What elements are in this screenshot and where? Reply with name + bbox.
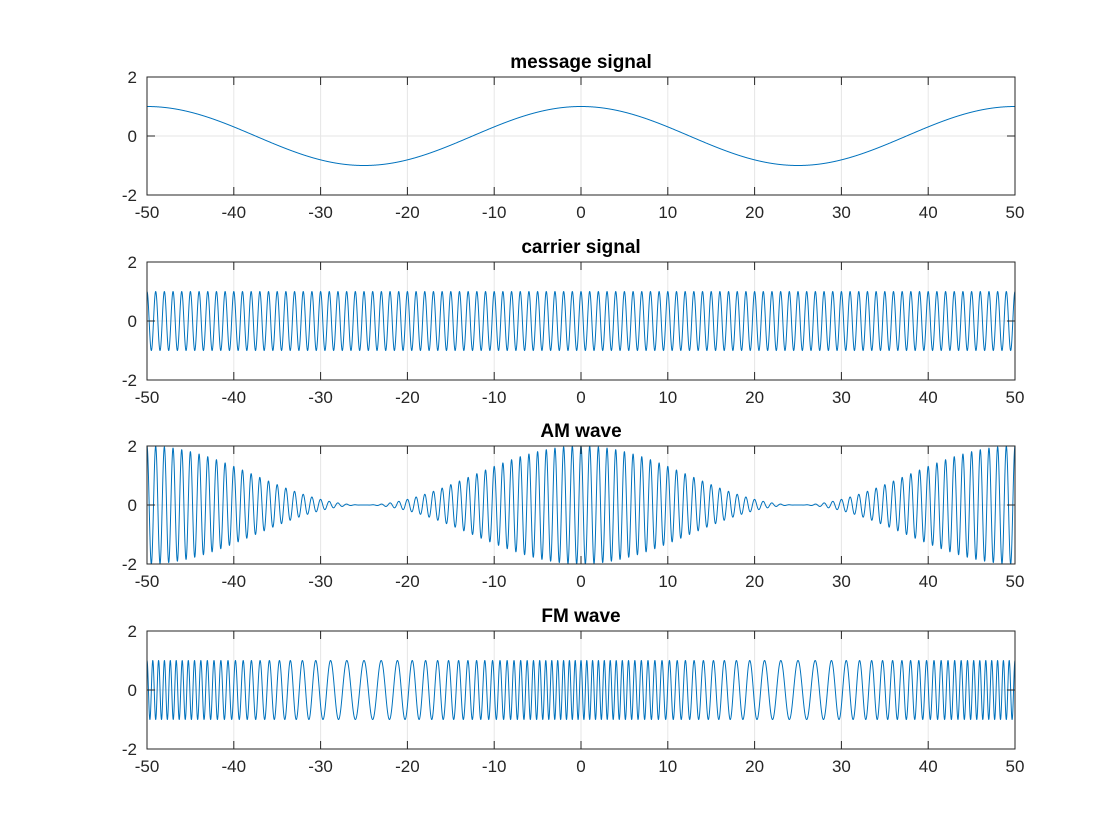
x-tick-label: 0 (576, 572, 585, 591)
x-tick-label: -20 (395, 388, 420, 407)
x-tick-label: -10 (482, 572, 507, 591)
y-tick-label: -2 (122, 740, 137, 759)
y-tick-label: 0 (128, 312, 137, 331)
x-tick-label: 0 (576, 203, 585, 222)
x-tick-label: 20 (745, 757, 764, 776)
subplot-title: carrier signal (521, 237, 640, 258)
x-tick-label: -20 (395, 757, 420, 776)
y-tick-label: 0 (128, 127, 137, 146)
x-tick-label: -10 (482, 757, 507, 776)
y-tick-label: -2 (122, 186, 137, 205)
x-tick-label: -20 (395, 203, 420, 222)
x-tick-label: -10 (482, 203, 507, 222)
x-tick-label: 50 (1006, 203, 1025, 222)
x-tick-label: -50 (135, 757, 160, 776)
subplot-title: FM wave (541, 606, 620, 627)
x-tick-label: 0 (576, 388, 585, 407)
y-tick-label: 2 (128, 253, 137, 272)
x-tick-label: -30 (308, 572, 333, 591)
y-tick-label: 0 (128, 496, 137, 515)
series-line-1 (147, 106, 1015, 166)
series-line-1 (147, 660, 1015, 720)
x-tick-label: 40 (919, 572, 938, 591)
x-tick-label: 20 (745, 203, 764, 222)
x-tick-label: 40 (919, 388, 938, 407)
series-line-1 (147, 291, 1015, 351)
x-tick-label: 0 (576, 757, 585, 776)
x-tick-label: -50 (135, 572, 160, 591)
y-tick-label: 2 (128, 437, 137, 456)
x-tick-label: 20 (745, 572, 764, 591)
x-tick-label: 10 (658, 757, 677, 776)
y-tick-label: 2 (128, 622, 137, 641)
x-tick-label: -20 (395, 572, 420, 591)
x-tick-label: -30 (308, 203, 333, 222)
x-tick-label: -50 (135, 388, 160, 407)
x-tick-label: 40 (919, 203, 938, 222)
y-tick-label: 2 (128, 68, 137, 87)
x-tick-label: 20 (745, 388, 764, 407)
y-tick-label: -2 (122, 371, 137, 390)
x-tick-label: -10 (482, 388, 507, 407)
x-tick-label: -30 (308, 757, 333, 776)
x-tick-label: -30 (308, 388, 333, 407)
x-tick-label: 10 (658, 572, 677, 591)
x-tick-label: 50 (1006, 388, 1025, 407)
x-tick-label: 50 (1006, 757, 1025, 776)
x-tick-label: 30 (832, 203, 851, 222)
x-tick-label: -40 (222, 203, 247, 222)
x-tick-label: 30 (832, 572, 851, 591)
x-tick-label: 30 (832, 757, 851, 776)
x-tick-label: -50 (135, 203, 160, 222)
x-tick-label: 50 (1006, 572, 1025, 591)
x-tick-label: 30 (832, 388, 851, 407)
x-tick-label: -40 (222, 572, 247, 591)
x-tick-label: 10 (658, 203, 677, 222)
x-tick-label: -40 (222, 757, 247, 776)
x-tick-label: 10 (658, 388, 677, 407)
subplot-title: message signal (510, 52, 652, 73)
subplot-title: AM wave (540, 421, 621, 442)
y-tick-label: 0 (128, 681, 137, 700)
x-tick-label: 40 (919, 757, 938, 776)
y-tick-label: -2 (122, 555, 137, 574)
x-tick-label: -40 (222, 388, 247, 407)
